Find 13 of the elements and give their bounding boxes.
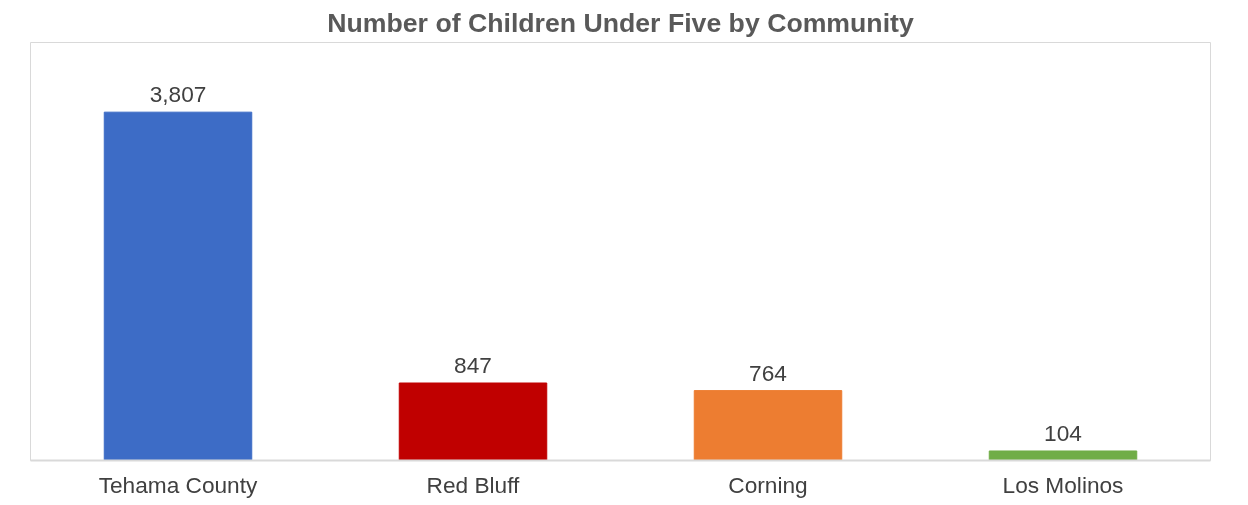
x-tick-label: Red Bluff bbox=[426, 471, 521, 498]
x-tick-label: Corning bbox=[728, 471, 808, 498]
data-label: 764 bbox=[749, 359, 787, 386]
bar bbox=[103, 111, 253, 461]
x-tick-label: Tehama County bbox=[98, 471, 259, 498]
data-label: 847 bbox=[454, 352, 492, 378]
data-label: 3,807 bbox=[149, 81, 207, 108]
data-label: 104 bbox=[1044, 419, 1082, 446]
chart-title: Number of Children Under Five by Community bbox=[327, 7, 914, 38]
bar bbox=[398, 382, 548, 461]
bar bbox=[693, 390, 843, 461]
bar bbox=[988, 450, 1138, 461]
x-tick-label: Los Molinos bbox=[1002, 471, 1124, 498]
